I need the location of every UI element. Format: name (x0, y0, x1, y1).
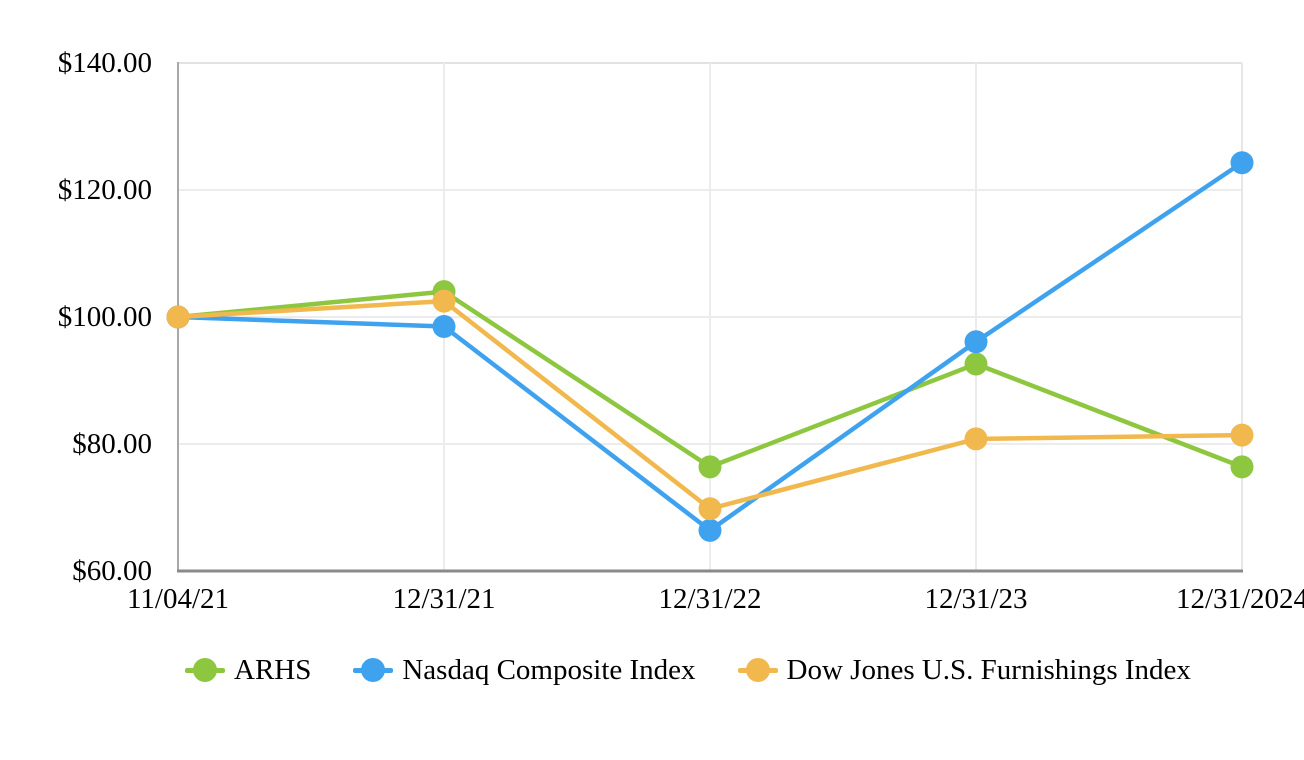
nasdaq-series-marker-icon (353, 658, 394, 682)
legend-label: Nasdaq Composite Index (402, 654, 696, 686)
y-axis-tick-label: $140.00 (57, 47, 152, 79)
x-axis-tick-label: 12/31/21 (392, 583, 496, 615)
x-axis-tick-label: 11/04/21 (126, 583, 230, 615)
x-axis-tick-label: 12/31/23 (924, 583, 1028, 615)
legend-label: ARHS (234, 654, 312, 686)
x-axis-tick-label: 12/31/2024 (1175, 583, 1304, 615)
legend: ARHS Nasdaq Composite Index Dow Jones U.… (185, 652, 1191, 688)
y-axis-tick-label: $80.00 (72, 428, 152, 460)
legend-item-dow-jones-furnishings: Dow Jones U.S. Furnishings Index (737, 653, 1191, 687)
y-axis-tick-label: $100.00 (57, 301, 152, 333)
x-axis-tick-label: 12/31/22 (658, 583, 762, 615)
legend-label: Dow Jones U.S. Furnishings Index (786, 654, 1191, 686)
y-axis-tick-label: $60.00 (72, 555, 152, 587)
arhs-series-marker-icon (185, 658, 225, 682)
y-axis-tick-label: $120.00 (57, 174, 152, 206)
legend-item-arhs: ARHS (185, 653, 311, 687)
dow-jones-series-marker-icon (737, 658, 778, 682)
legend-item-nasdaq-composite: Nasdaq Composite Index (353, 653, 696, 687)
